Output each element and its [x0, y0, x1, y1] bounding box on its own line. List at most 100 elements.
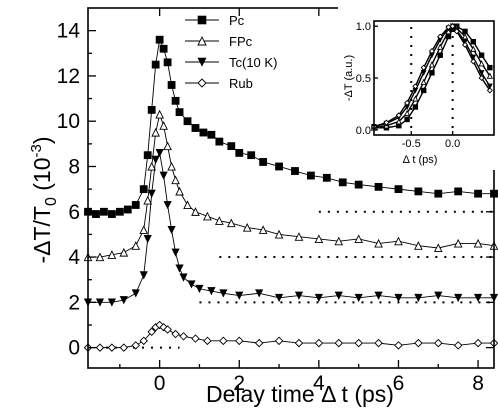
data-point: [322, 173, 331, 182]
x-tick-label: 0: [154, 372, 166, 395]
data-point: [179, 332, 188, 341]
data-point: [183, 117, 192, 126]
legend-item: FPc: [185, 34, 253, 49]
inset-data-point: [461, 41, 469, 48]
inset-data-point: [486, 72, 493, 79]
plot-frame: [87, 7, 495, 369]
data-point: [374, 238, 383, 248]
data-point: [227, 142, 236, 151]
data-point: [131, 201, 140, 209]
inset-data-point: [428, 48, 435, 55]
main-axes: 0 2 4 6 8 0 2 4 6 8 10 12 14: [57, 7, 495, 395]
data-point: [434, 338, 443, 348]
legend-item: Pc: [185, 13, 245, 28]
data-point: [147, 161, 157, 171]
data-point: [354, 338, 363, 348]
inset-y-tick-label: 1.0: [356, 21, 371, 33]
inset-data-point: [437, 33, 444, 40]
inset-y-tick-label: 0.0: [356, 125, 371, 137]
main-plot: [83, 35, 498, 352]
data-point: [474, 189, 482, 198]
data-point: [338, 178, 347, 187]
data-point: [394, 185, 403, 194]
data-point: [151, 127, 160, 137]
data-point: [147, 189, 156, 198]
data-point: [131, 289, 140, 298]
data-point: [247, 151, 256, 160]
legend-marker: [197, 35, 207, 46]
y-tick-label: 4: [68, 246, 80, 269]
inset-data-point: [486, 87, 493, 94]
data-point: [291, 167, 299, 175]
data-point: [334, 291, 343, 300]
data-point: [394, 293, 403, 303]
inset-data-point: [437, 43, 444, 50]
inset-data-point: [403, 109, 411, 117]
series-line: [88, 112, 495, 258]
x-tick-label: 8: [472, 372, 484, 395]
x-tick-label: 6: [393, 372, 405, 395]
data-point: [226, 218, 236, 228]
data-point: [191, 334, 200, 343]
inset-data-point: [486, 83, 493, 90]
data-point: [235, 149, 244, 157]
inset-data-point: [412, 95, 419, 102]
data-point: [175, 108, 184, 117]
legend-item: Rub: [185, 76, 253, 91]
inset-data-point: [462, 28, 468, 35]
inset-data-point: [395, 118, 402, 125]
data-point: [473, 238, 483, 248]
legend: Pc FPc Tc(10 K) Rub: [185, 13, 277, 91]
data-point: [187, 280, 196, 289]
inset-data-point: [429, 70, 435, 76]
data-point: [100, 207, 108, 216]
x-tick-label: 4: [313, 372, 325, 395]
data-point: [274, 229, 284, 239]
y-tick-label: 12: [57, 65, 80, 88]
data-point: [259, 158, 268, 166]
data-point: [175, 264, 184, 273]
data-point: [171, 96, 180, 105]
data-point: [334, 236, 344, 246]
inset-data-point: [383, 119, 390, 126]
data-point: [454, 187, 463, 196]
data-point: [255, 289, 264, 298]
data-point: [354, 180, 363, 189]
data-point: [171, 175, 180, 185]
data-point: [155, 109, 164, 119]
data-point: [219, 336, 228, 346]
inset-data-point: [412, 104, 419, 110]
inset-data-point: [395, 112, 402, 119]
data-point: [191, 207, 200, 216]
data-point: [147, 327, 156, 337]
inset-data-point: [453, 28, 460, 35]
data-point: [433, 243, 443, 253]
y-tick-label: 10: [57, 110, 80, 133]
inset-data-point: [437, 52, 443, 58]
data-point: [453, 341, 463, 350]
data-point: [274, 336, 284, 346]
data-point: [294, 291, 304, 300]
inset-data-point: [412, 83, 419, 90]
data-point: [374, 182, 383, 191]
data-point: [203, 336, 212, 346]
legend-item: Tc(10 K): [185, 55, 277, 70]
inset-y-tick-label: 0.5: [356, 73, 371, 85]
y-tick-label: 14: [57, 20, 81, 43]
data-point: [147, 105, 156, 114]
inset-data-point: [478, 70, 485, 76]
inset-data-point: [470, 54, 477, 61]
data-point: [115, 207, 124, 216]
x-tick-label: 2: [233, 372, 245, 395]
data-point: [294, 232, 304, 241]
data-point: [131, 341, 141, 350]
inset-data-point: [470, 45, 477, 52]
data-point: [159, 171, 168, 180]
data-point: [151, 60, 160, 69]
x-axis-label: Delay time Δ t (ps): [206, 381, 394, 407]
inset-x-tick-label: -0.5: [402, 138, 421, 150]
reference-dotted-lines: [88, 210, 494, 349]
data-point: [203, 211, 212, 221]
series-fpc: [83, 109, 498, 262]
data-point: [95, 298, 105, 307]
